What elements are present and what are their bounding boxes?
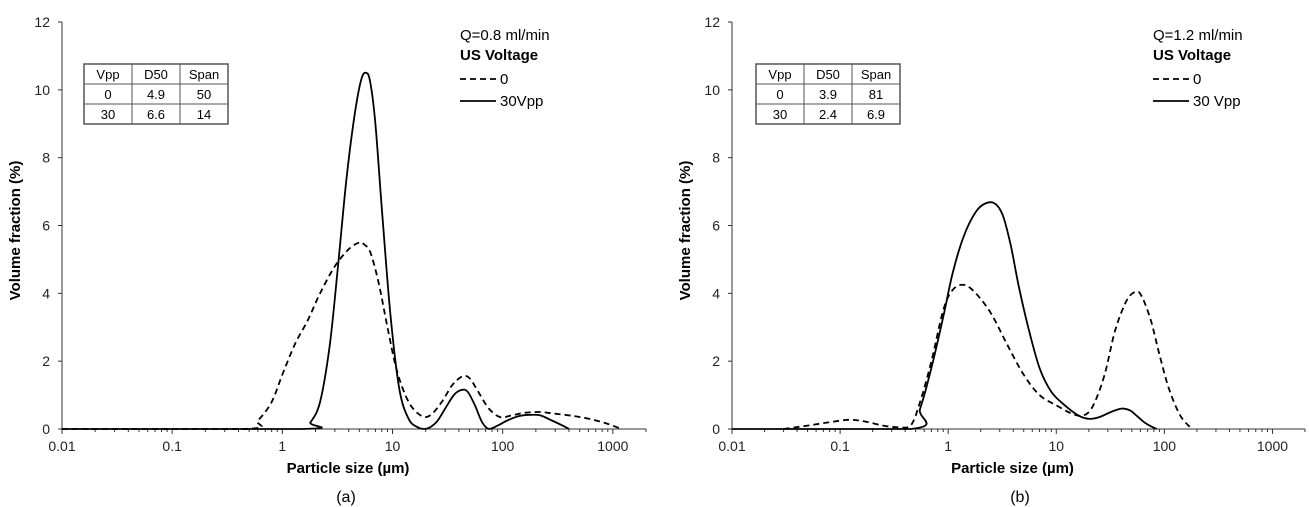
legend: Q=0.8 ml/min US Voltage 0 30Vpp (460, 27, 550, 110)
table-header-cell: D50 (144, 67, 168, 82)
series-line-solid (731, 201, 1158, 430)
summary-table: Vpp D50 Span 0 4.9 50 30 6.6 14 (83, 63, 229, 125)
legend-entry-label: 30 Vpp (1193, 93, 1241, 110)
x-tick-label: 0.01 (718, 438, 745, 454)
y-tick-label: 2 (42, 353, 50, 369)
panel-caption: (b) (1010, 489, 1030, 506)
y-tick-label: 8 (42, 150, 50, 166)
y-axis-title: Volume fraction (%) (7, 161, 24, 301)
x-axis-title: Particle size (µm) (951, 460, 1074, 477)
chart-panel-a: 0 2 4 6 8 10 12 0.01 0.1 1 10 100 1000 Particle size … (7, 14, 647, 506)
x-axis-title: Particle size (µm) (287, 460, 410, 477)
x-tick-label: 0.1 (830, 438, 850, 454)
x-tick-label: 100 (491, 438, 515, 454)
y-tick-label: 12 (34, 14, 50, 30)
table-header-cell: Span (861, 67, 891, 82)
legend: Q=1.2 ml/min US Voltage 0 30 Vpp (1153, 27, 1243, 110)
legend-entry-label: 30Vpp (500, 93, 543, 110)
x-tick-label: 0.01 (48, 438, 75, 454)
x-tick-label: 1000 (1257, 438, 1288, 454)
y-tick-label: 6 (712, 218, 720, 234)
table-cell: 30 (773, 107, 787, 122)
table-cell: 3.9 (819, 87, 837, 102)
x-tick-label: 1000 (597, 438, 628, 454)
legend-entry-label: 0 (500, 71, 508, 88)
table-header-cell: D50 (816, 67, 840, 82)
table-cell: 0 (776, 87, 783, 102)
x-tick-label: 100 (1153, 438, 1177, 454)
y-tick-label: 0 (42, 421, 50, 437)
x-tick-label: 10 (1048, 438, 1064, 454)
panel-caption: (a) (336, 489, 356, 506)
table-cell: 6.9 (867, 107, 885, 122)
legend-entry-label: 0 (1193, 71, 1201, 88)
table-cell: 0 (104, 87, 111, 102)
y-tick-label: 10 (704, 82, 720, 98)
y-tick-label: 6 (42, 218, 50, 234)
x-tick-label: 0.1 (162, 438, 182, 454)
table-header-cell: Span (189, 67, 219, 82)
y-tick-label: 10 (34, 82, 50, 98)
y-tick-label: 4 (712, 285, 720, 301)
summary-table: Vpp D50 Span 0 3.9 81 30 2.4 6.9 (755, 63, 901, 125)
series-line-dashed (61, 241, 622, 430)
legend-flow-rate: Q=0.8 ml/min (460, 27, 550, 44)
table-cell: 4.9 (147, 87, 165, 102)
y-tick-label: 12 (704, 14, 720, 30)
table-cell: 81 (869, 87, 883, 102)
legend-flow-rate: Q=1.2 ml/min (1153, 27, 1243, 44)
table-cell: 14 (197, 107, 211, 122)
y-tick-label: 4 (42, 285, 50, 301)
y-tick-label: 0 (712, 421, 720, 437)
series-line-solid (61, 71, 570, 430)
legend-heading: US Voltage (1153, 47, 1231, 64)
series-line-dashed (783, 283, 1193, 430)
table-border (83, 63, 229, 125)
table-header-cell: Vpp (768, 67, 791, 82)
x-tick-label: 1 (278, 438, 286, 454)
x-tick-label: 10 (385, 438, 401, 454)
table-cell: 30 (101, 107, 115, 122)
y-axis-title: Volume fraction (%) (677, 161, 694, 301)
table-border (755, 63, 901, 125)
table-header-cell: Vpp (96, 67, 119, 82)
y-tick-label: 8 (712, 150, 720, 166)
x-tick-label: 1 (944, 438, 952, 454)
table-cell: 2.4 (819, 107, 837, 122)
table-cell: 6.6 (147, 107, 165, 122)
y-tick-label: 2 (712, 353, 720, 369)
table-cell: 50 (197, 87, 211, 102)
legend-heading: US Voltage (460, 47, 538, 64)
